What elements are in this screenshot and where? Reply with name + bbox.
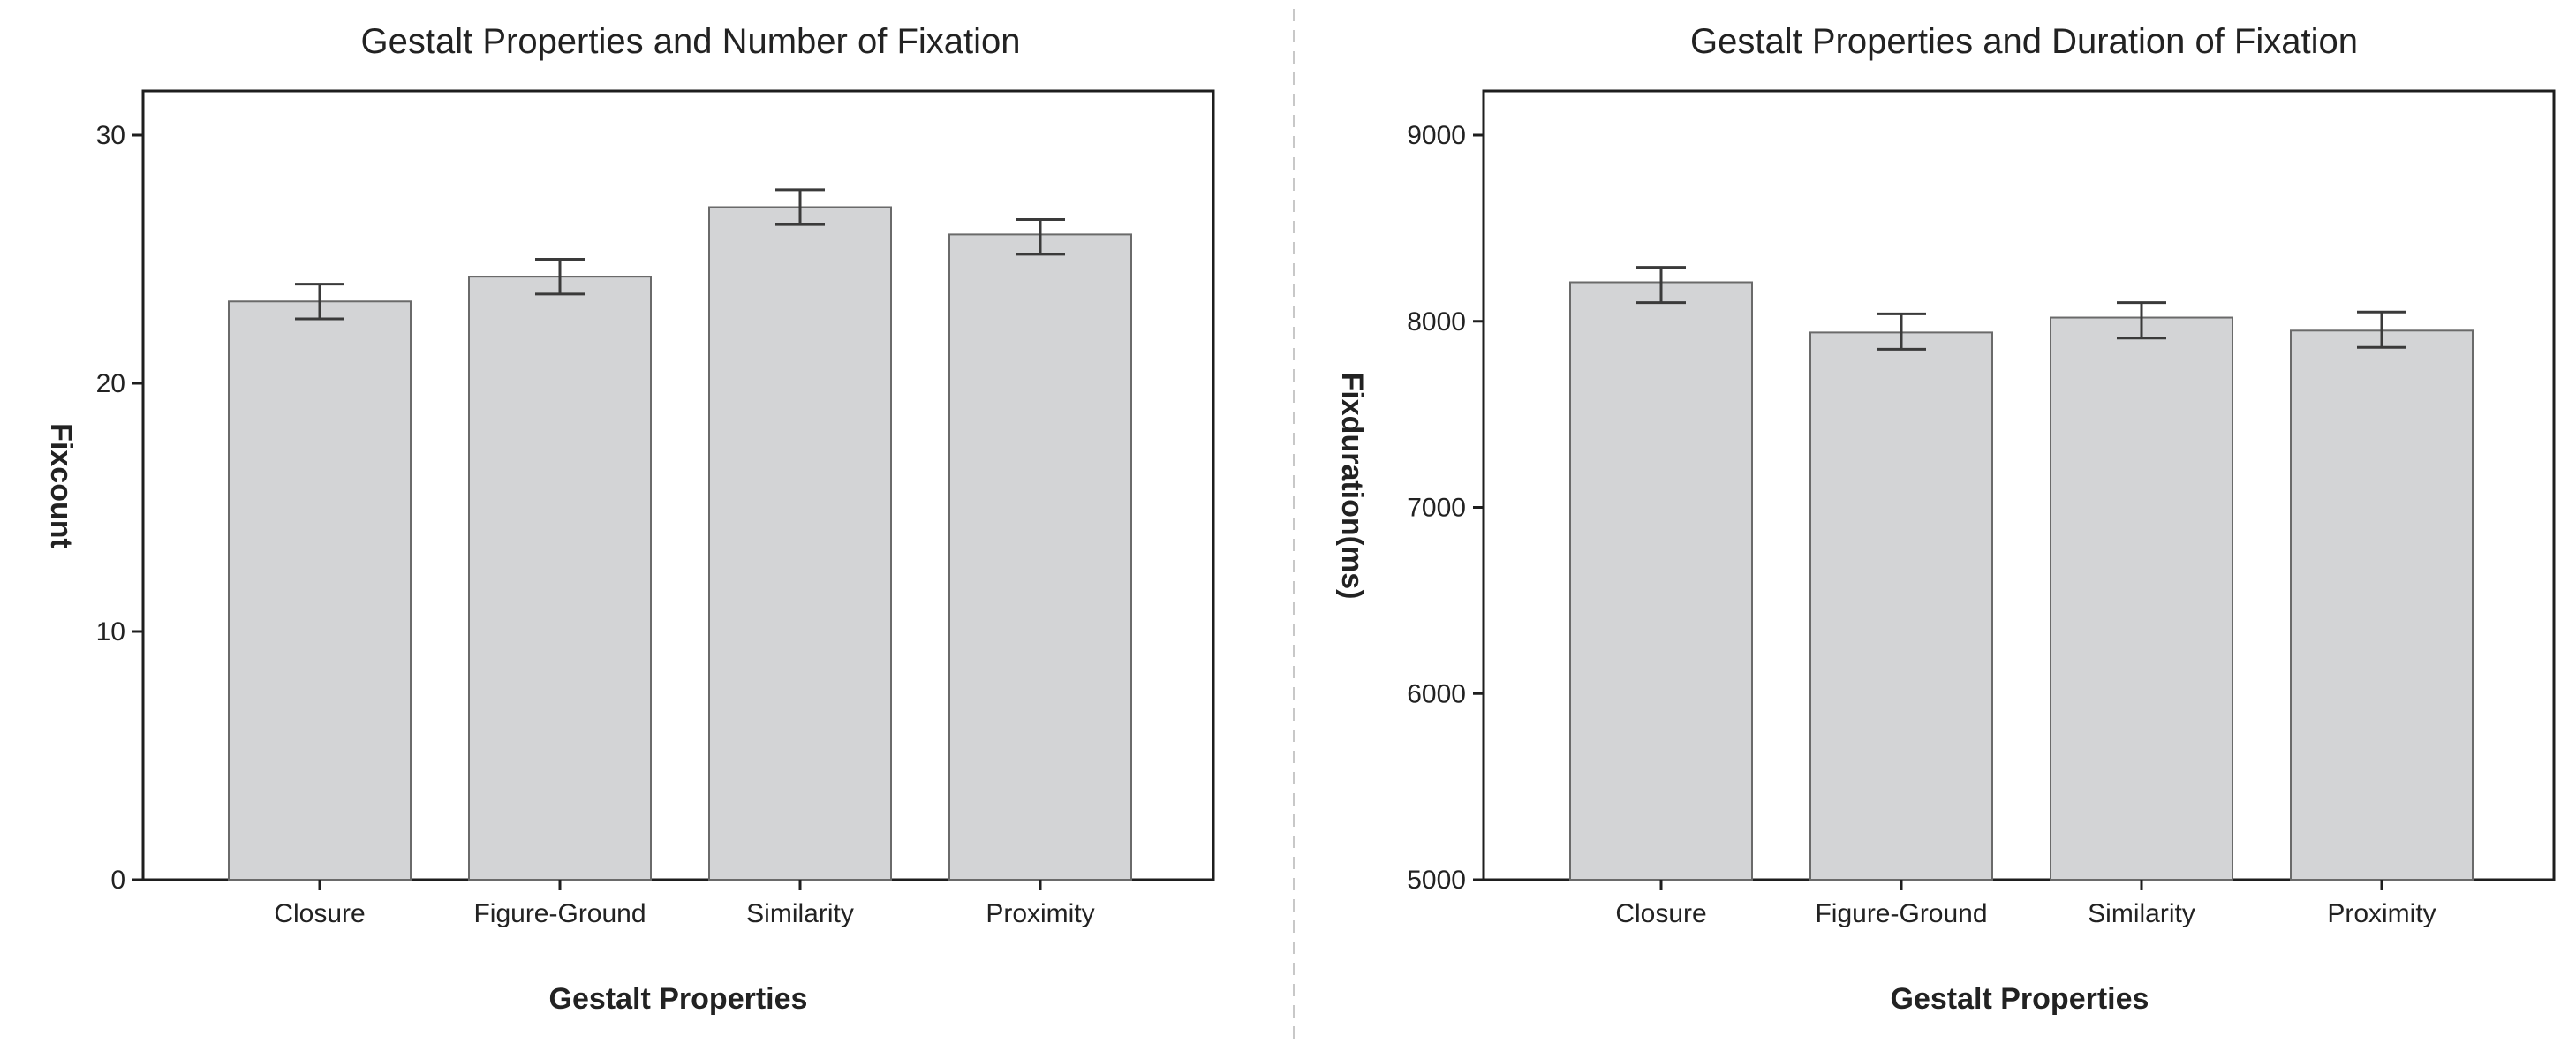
y-axis: 5000 6000 7000 8000 9000 — [1407, 121, 1484, 895]
bar-proximity — [2290, 329, 2474, 881]
chart-fixduration: Gestalt Properties and Duration of Fixat… — [1335, 22, 2556, 1016]
x-tick-label: Figure-Ground — [473, 899, 646, 928]
chart-title: Gestalt Properties and Duration of Fixat… — [1690, 22, 2358, 61]
chart-title: Gestalt Properties and Number of Fixatio… — [360, 22, 1020, 61]
bar-figure-ground — [1809, 331, 1993, 881]
y-tick-label: 30 — [96, 121, 125, 150]
x-tick-label: Proximity — [2327, 899, 2436, 928]
x-tick-label: Similarity — [746, 899, 854, 928]
x-tick-label: Similarity — [2088, 899, 2195, 928]
error-bar — [535, 258, 585, 296]
x-axis-title: Gestalt Properties — [1891, 982, 2149, 1016]
y-tick-label: 20 — [96, 369, 125, 398]
error-bar — [1636, 266, 1686, 305]
error-bar — [2117, 301, 2166, 340]
chart-fixcount: Gestalt Properties and Number of Fixatio… — [44, 22, 1215, 1016]
y-tick-label: 10 — [96, 617, 125, 647]
bar-similarity — [708, 206, 892, 881]
x-tick-label: Figure-Ground — [1815, 899, 1987, 928]
error-bar — [2357, 310, 2406, 349]
x-axis-title: Gestalt Properties — [549, 982, 808, 1016]
bar-closure — [1569, 281, 1753, 881]
y-tick-label: 9000 — [1407, 121, 1466, 150]
y-tick-label: 0 — [110, 866, 125, 895]
bar-figure-ground — [468, 276, 652, 881]
x-tick-label: Closure — [1615, 899, 1706, 928]
error-bar — [1877, 312, 1926, 351]
bar-similarity — [2050, 316, 2233, 881]
x-tick-label: Proximity — [986, 899, 1094, 928]
x-axis: Closure Figure-Ground Similarity Proximity — [1615, 880, 2436, 928]
y-tick-label: 7000 — [1407, 494, 1466, 523]
x-tick-label: Closure — [274, 899, 365, 928]
error-bar — [1016, 218, 1065, 256]
plot-frame — [1482, 89, 2556, 881]
bars-group — [1569, 266, 2474, 881]
y-tick-label: 5000 — [1407, 866, 1466, 895]
y-axis-title: Fixcount — [44, 423, 78, 548]
bar-proximity — [948, 233, 1132, 881]
error-bar — [295, 283, 344, 321]
error-bar — [775, 188, 825, 226]
y-tick-label: 8000 — [1407, 307, 1466, 337]
y-axis: 0 10 20 30 — [96, 121, 143, 895]
bar-closure — [228, 300, 412, 881]
bars-group — [228, 188, 1132, 881]
y-tick-label: 6000 — [1407, 679, 1466, 708]
x-axis: Closure Figure-Ground Similarity Proximity — [274, 880, 1095, 928]
y-axis-title: Fixduration(ms) — [1335, 373, 1369, 600]
plot-frame — [141, 89, 1215, 881]
